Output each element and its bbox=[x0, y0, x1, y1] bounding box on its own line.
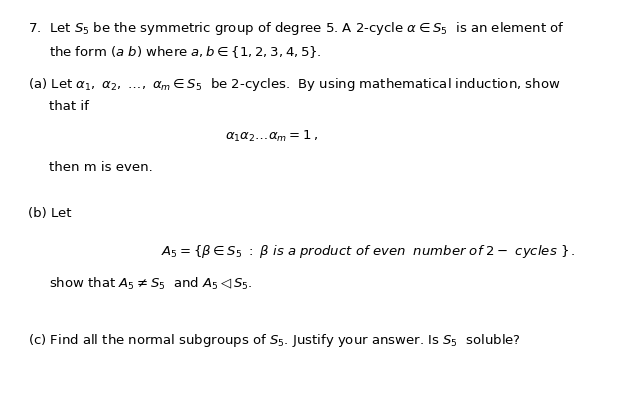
Text: (a) Let $\alpha_1,\ \alpha_2,\ \ldots,\ \alpha_m \in S_5$  be 2-cycles.  By usin: (a) Let $\alpha_1,\ \alpha_2,\ \ldots,\ … bbox=[28, 76, 561, 93]
Text: the form $(a \ b)$ where $a, b \in \{1, 2, 3, 4, 5\}$.: the form $(a \ b)$ where $a, b \in \{1, … bbox=[49, 44, 322, 60]
Text: then m is even.: then m is even. bbox=[49, 160, 153, 173]
Text: $\alpha_1 \alpha_2 \ldots \alpha_m = 1\,,$: $\alpha_1 \alpha_2 \ldots \alpha_m = 1\,… bbox=[226, 128, 318, 143]
Text: 7.  Let $S_5$ be the symmetric group of degree 5. A 2-cycle $\alpha \in S_5$  is: 7. Let $S_5$ be the symmetric group of d… bbox=[28, 19, 565, 36]
Text: (c) Find all the normal subgroups of $S_5$. Justify your answer. Is $S_5$  solub: (c) Find all the normal subgroups of $S_… bbox=[28, 331, 521, 348]
Text: (b) Let: (b) Let bbox=[28, 207, 72, 220]
Text: $A_5 = \{\beta \in S_5 \ : \ \beta$ is a product of even  number of $2-$ cycles : $A_5 = \{\beta \in S_5 \ : \ \beta$ is a… bbox=[161, 243, 576, 260]
Text: show that $A_5 \neq S_5$  and $A_5 \triangleleft S_5$.: show that $A_5 \neq S_5$ and $A_5 \trian… bbox=[49, 275, 253, 291]
Text: that if: that if bbox=[49, 100, 89, 113]
